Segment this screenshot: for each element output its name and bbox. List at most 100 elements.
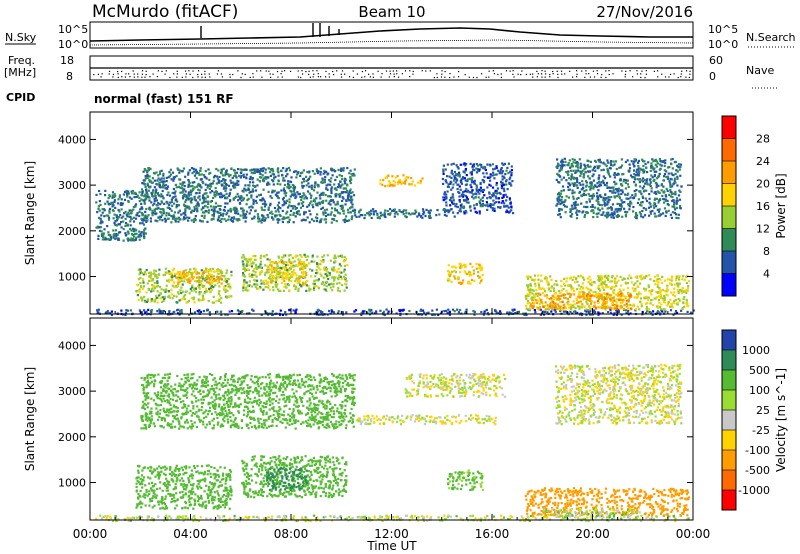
data-cell — [279, 268, 282, 272]
data-cell — [186, 278, 189, 281]
data-cell — [112, 234, 115, 237]
data-cell — [467, 280, 470, 283]
data-cell — [568, 292, 572, 296]
data-cell — [341, 199, 344, 203]
data-cell — [306, 205, 309, 208]
data-cell — [143, 202, 146, 205]
nave-dot — [309, 76, 311, 78]
data-cell — [169, 272, 172, 275]
data-cell — [526, 302, 529, 305]
data-cell — [298, 275, 301, 278]
data-cell — [505, 205, 508, 208]
data-cell — [426, 312, 429, 315]
data-cell — [310, 275, 313, 278]
data-cell — [469, 282, 472, 285]
data-cell — [592, 211, 595, 214]
data-cell — [245, 258, 248, 261]
data-cell — [256, 213, 259, 216]
data-cell — [228, 192, 231, 196]
data-cell — [374, 210, 377, 213]
data-cell — [594, 160, 598, 163]
nave-dot — [449, 73, 451, 75]
data-cell — [348, 207, 352, 210]
data-cell — [201, 180, 204, 183]
data-cell — [119, 203, 122, 206]
data-cell — [275, 274, 278, 277]
nave-dot — [181, 76, 183, 79]
data-cell — [596, 165, 599, 168]
nave-dot — [185, 73, 187, 75]
data-cell — [589, 308, 592, 311]
data-cell — [606, 305, 609, 308]
data-cell — [111, 205, 114, 208]
data-cell — [581, 282, 584, 285]
data-cell — [276, 170, 279, 173]
data-cell — [228, 296, 231, 299]
data-cell — [443, 213, 446, 217]
data-cell — [289, 254, 292, 257]
data-cell — [193, 301, 196, 304]
data-cell — [241, 260, 244, 263]
data-cell — [156, 179, 159, 182]
data-cell — [675, 202, 678, 205]
data-cell — [475, 188, 478, 191]
data-cell — [271, 274, 274, 277]
data-cell — [300, 265, 304, 268]
data-cell — [334, 260, 337, 263]
data-cell — [476, 168, 479, 171]
data-cell — [572, 169, 575, 172]
data-cell — [240, 207, 243, 210]
data-cell — [682, 301, 685, 305]
data-cell — [369, 310, 372, 313]
data-cell — [203, 270, 206, 273]
data-cell — [266, 258, 269, 261]
data-cell — [636, 296, 639, 299]
data-cell — [104, 194, 107, 197]
data-cell — [466, 198, 469, 201]
data-cell — [145, 291, 148, 294]
data-cell — [192, 209, 196, 213]
data-cell — [592, 216, 595, 219]
data-cell — [501, 185, 504, 188]
data-cell — [607, 161, 610, 164]
data-cell — [457, 183, 460, 186]
data-cell — [488, 192, 491, 195]
data-cell — [465, 183, 468, 186]
data-cell — [360, 313, 363, 316]
data-cell — [345, 215, 348, 218]
data-cell — [686, 302, 689, 305]
data-cell — [396, 182, 400, 185]
data-cell — [672, 302, 675, 305]
data-cell — [483, 175, 486, 178]
data-cell — [242, 209, 245, 212]
data-cell — [335, 209, 338, 212]
data-cell — [607, 211, 610, 214]
data-cell — [573, 204, 576, 207]
data-cell — [337, 255, 340, 258]
data-cell — [213, 209, 216, 212]
nave-dot — [241, 73, 243, 75]
data-cell — [578, 294, 581, 297]
data-cell — [180, 213, 183, 216]
data-cell — [363, 310, 366, 313]
data-cell — [164, 187, 167, 190]
data-cell — [502, 183, 505, 187]
data-cell — [546, 281, 550, 284]
data-cell — [588, 200, 591, 203]
data-cell — [145, 195, 148, 198]
data-cell — [500, 166, 503, 170]
data-cell — [276, 262, 279, 265]
data-cell — [227, 218, 230, 221]
data-cell — [495, 165, 498, 168]
data-cell — [245, 281, 248, 284]
data-cell — [248, 258, 251, 261]
data-cell — [322, 267, 326, 270]
data-cell — [313, 279, 316, 282]
data-cell — [244, 213, 248, 216]
nave-dot — [197, 76, 199, 78]
data-cell — [227, 209, 230, 212]
data-cell — [312, 282, 315, 285]
data-cell — [316, 310, 319, 313]
data-cell — [456, 166, 459, 169]
data-cell — [115, 214, 118, 217]
